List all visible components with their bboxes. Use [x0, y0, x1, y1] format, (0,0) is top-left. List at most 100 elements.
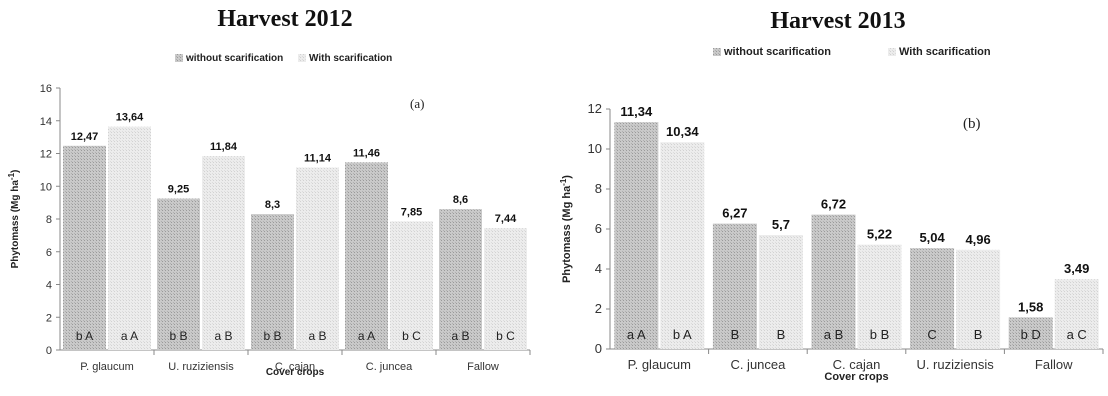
significance-letters: a A [627, 327, 646, 342]
y-tick-label: 4 [46, 280, 52, 292]
bar-with-scarification [758, 235, 803, 349]
significance-letters: b B [263, 329, 281, 343]
y-axis-label-text: Phytomass (Mg ha [10, 180, 21, 269]
x-tick-label: C. juncea [730, 357, 786, 372]
data-label: 5,04 [919, 230, 945, 245]
y-tick-label: 6 [46, 247, 52, 259]
chart-panel-2012: Harvest 2012 without scarification With s… [0, 0, 540, 396]
significance-letters: B [731, 327, 740, 342]
data-label: 5,22 [867, 227, 892, 242]
significance-letters: C [927, 327, 936, 342]
legend-swatch [175, 54, 183, 62]
bar-with-scarification [484, 228, 527, 350]
data-label: 4,96 [965, 232, 990, 247]
significance-letters: b C [496, 329, 515, 343]
significance-letters: a B [308, 329, 326, 343]
data-label: 8,3 [265, 199, 280, 211]
data-label: 3,49 [1064, 261, 1089, 276]
significance-letters: a A [121, 329, 138, 343]
significance-letters: a B [214, 329, 232, 343]
data-label: 10,34 [666, 124, 699, 139]
x-tick-label: P. glaucum [628, 357, 691, 372]
y-tick-label: 12 [588, 101, 602, 116]
y-tick-label: 8 [595, 181, 602, 196]
data-label: 9,25 [168, 184, 189, 196]
chart-title: Harvest 2012 [217, 6, 353, 32]
data-label: 11,46 [353, 147, 380, 159]
bar-with-scarification [296, 167, 339, 350]
significance-letters: a C [1067, 327, 1087, 342]
y-axis-label: Phytomass (Mg ha-1) [7, 170, 21, 269]
significance-letters: B [777, 327, 786, 342]
bar-without-scarification [251, 214, 294, 350]
y-tick-label: 8 [46, 214, 52, 226]
data-label: 11,34 [620, 104, 653, 119]
y-tick-label: 0 [46, 345, 52, 357]
data-label: 11,84 [210, 141, 238, 153]
y-tick-label: 10 [588, 141, 602, 156]
significance-letters: B [974, 327, 983, 342]
chart-2012-svg: without scarification With scarification 0… [7, 53, 531, 378]
bar-with-scarification [857, 244, 902, 349]
bar-without-scarification [157, 198, 200, 350]
significance-letters: b A [76, 329, 93, 343]
x-tick-label: C. cajan [275, 361, 315, 373]
bar-with-scarification [108, 126, 151, 351]
x-tick-label: P. glaucum [80, 361, 134, 373]
significance-letters: b D [1021, 327, 1041, 342]
significance-letters: b A [673, 327, 692, 342]
y-axis-label-close: ) [10, 170, 21, 173]
y-tick-label: 16 [40, 83, 52, 95]
data-label: 7,44 [495, 213, 517, 225]
y-axis-label-close: ) [561, 175, 573, 179]
bar-with-scarification [1054, 279, 1099, 349]
data-label: 11,14 [304, 153, 332, 165]
panel-tag: (b) [963, 116, 981, 132]
legend-entry: without scarification [185, 53, 283, 64]
data-label: 7,85 [401, 206, 422, 218]
x-tick-label: Fallow [1035, 357, 1073, 372]
x-tick-label: C. juncea [366, 361, 413, 373]
y-tick-label: 6 [595, 221, 602, 236]
significance-letters: b B [169, 329, 187, 343]
bar-with-scarification [660, 142, 705, 349]
x-tick-label: C. cajan [833, 357, 881, 372]
x-axis-label: Cover crops [266, 367, 325, 378]
significance-letters: a B [451, 329, 469, 343]
bar-with-scarification [956, 249, 1001, 349]
significance-letters: b B [870, 327, 890, 342]
bar-with-scarification [202, 156, 245, 350]
y-tick-label: 0 [595, 341, 602, 356]
significance-letters: a A [358, 329, 375, 343]
bar-without-scarification [439, 209, 482, 350]
x-tick-label: Fallow [467, 361, 499, 373]
legend-swatch [298, 54, 306, 62]
y-axis-label-sup: -1 [7, 172, 16, 180]
bar-without-scarification [811, 214, 856, 349]
data-label: 8,6 [453, 194, 468, 206]
x-tick-label: U. ruziziensis [168, 361, 234, 373]
data-label: 13,64 [116, 112, 144, 124]
legend-entry: With scarification [309, 53, 392, 64]
chart-2013-svg: without scarification With scarification 0… [559, 46, 1104, 383]
data-label: 6,72 [821, 197, 846, 212]
bar-without-scarification [1008, 317, 1053, 349]
y-axis-label-sup: -1 [559, 178, 568, 186]
chart-title: Harvest 2013 [770, 8, 906, 34]
data-label: 5,7 [772, 217, 790, 232]
data-label: 6,27 [722, 206, 747, 221]
panel-tag: (a) [410, 96, 424, 111]
bar-without-scarification [910, 248, 955, 349]
bar-without-scarification [614, 122, 659, 349]
legend-entry: With scarification [899, 46, 991, 58]
y-tick-label: 12 [40, 149, 52, 161]
x-tick-label: U. ruziziensis [916, 357, 994, 372]
y-axis-label-text: Phytomass (Mg ha [561, 185, 573, 283]
y-tick-label: 2 [595, 301, 602, 316]
significance-letters: b C [402, 329, 421, 343]
chart-panel-2013: Harvest 2013 without scarification With s… [548, 0, 1108, 396]
y-tick-label: 10 [40, 181, 52, 193]
bar-with-scarification [390, 221, 433, 350]
y-tick-label: 4 [595, 261, 602, 276]
legend-entry: without scarification [723, 46, 831, 58]
